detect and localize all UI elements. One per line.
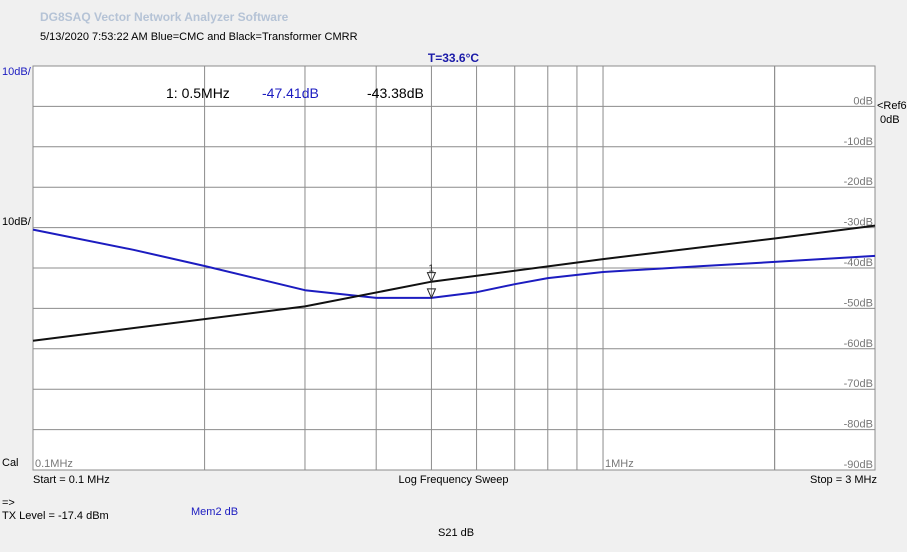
series-line-black [32,224,876,342]
y-tick-label: -70dB [844,378,873,390]
y-tick-label: 0dB [853,95,873,107]
y-tick-label: -50dB [844,297,873,309]
y-tick-label: -10dB [844,136,873,148]
cal-label[interactable]: Cal [2,457,19,469]
ref-value: 0dB [880,114,900,126]
black-scale-label: 10dB/ [2,216,31,228]
x-tick-label: 1MHz [605,458,634,470]
ref-label: <Ref6 [877,100,907,112]
subtitle: 5/13/2020 7:53:22 AM Blue=CMC and Black=… [40,31,358,43]
y-tick-label: -20dB [844,176,873,188]
y-tick-label: -30dB [844,217,873,229]
y-tick-label: -60dB [844,338,873,350]
tx-level: TX Level = -17.4 dBm [2,510,109,522]
arrow-label: => [2,497,15,509]
marker-black-value: -43.38dB [367,85,424,101]
stop-label: Stop = 3 MHz [810,474,877,486]
sweep-label: Log Frequency Sweep [398,474,509,486]
marker-label: 1: 0.5MHz [166,85,230,101]
temperature-label: T=33.6°C [427,51,480,65]
start-label: Start = 0.1 MHz [33,474,110,486]
marker-id: 1 [428,264,434,275]
marker-blue-value: -47.41dB [262,85,319,101]
y-tick-label: -80dB [844,419,873,431]
y-tick-label: -40dB [844,257,873,269]
series-line-blue [32,228,876,299]
blue-scale-label: 10dB/ [2,66,31,78]
marker-black-icon [426,272,437,283]
x-tick-label: 0.1MHz [35,458,73,470]
y-tick-label: -90dB [844,459,873,471]
marker-blue-icon [426,288,437,300]
param-label: S21 dB [438,527,475,539]
mem-label: Mem2 dB [191,506,239,518]
app-title: DG8SAQ Vector Network Analyzer Software [40,10,289,24]
